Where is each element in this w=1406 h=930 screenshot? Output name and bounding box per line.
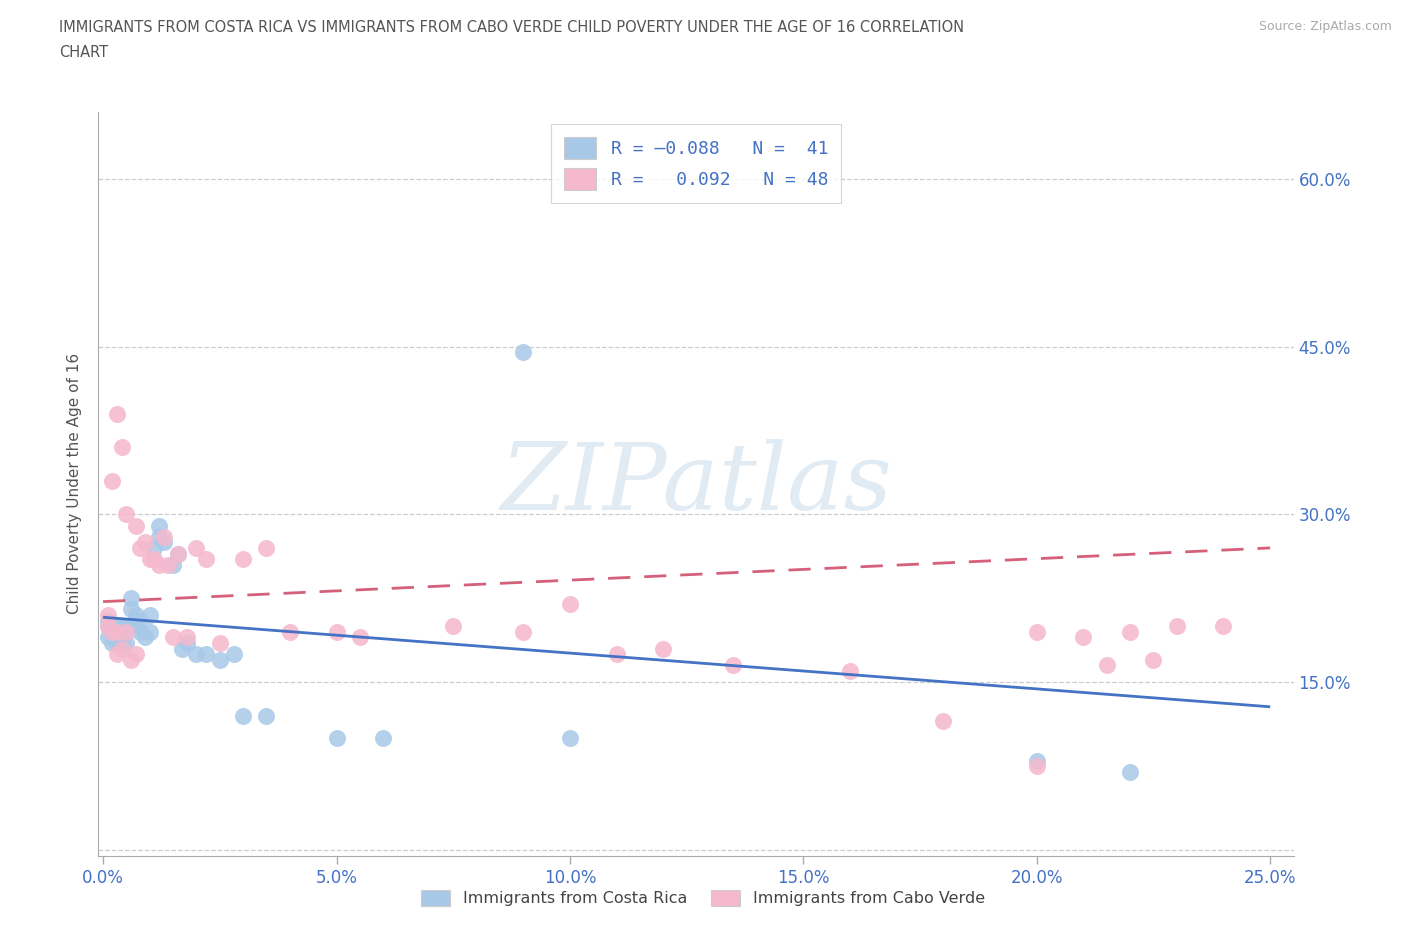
Point (558, 596, 581, 611)
Point (105, 646, 128, 661)
Text: ZIPatlas: ZIPatlas (501, 439, 891, 528)
Point (839, 664, 862, 679)
Point (134, 535, 156, 550)
Point (1119, 764, 1142, 779)
Point (139, 551, 162, 566)
Point (97, 618, 120, 633)
Point (101, 618, 124, 633)
Point (97, 630, 120, 644)
Point (208, 652, 231, 667)
Point (1025, 624, 1047, 639)
Point (176, 630, 198, 644)
Point (139, 624, 162, 639)
Point (162, 630, 184, 644)
Point (1095, 658, 1118, 672)
Point (1212, 618, 1234, 633)
Point (186, 646, 208, 661)
Point (558, 731, 581, 746)
Point (512, 624, 534, 639)
Point (176, 635, 198, 650)
Point (157, 557, 180, 572)
Y-axis label: Child Poverty Under the Age of 16: Child Poverty Under the Age of 16 (67, 353, 83, 614)
Point (166, 546, 188, 561)
Point (349, 630, 371, 644)
Point (101, 635, 124, 650)
Point (111, 618, 134, 633)
Point (125, 607, 148, 622)
Point (512, 345, 534, 360)
Text: Source: ZipAtlas.com: Source: ZipAtlas.com (1258, 20, 1392, 33)
Point (1166, 618, 1188, 633)
Point (325, 624, 347, 639)
Point (143, 540, 166, 555)
Point (373, 731, 395, 746)
Point (143, 551, 166, 566)
Point (232, 709, 254, 724)
Point (97, 607, 120, 622)
Text: IMMIGRANTS FROM COSTA RICA VS IMMIGRANTS FROM CABO VERDE CHILD POVERTY UNDER THE: IMMIGRANTS FROM COSTA RICA VS IMMIGRANTS… (59, 20, 965, 35)
Point (1025, 759, 1047, 774)
Point (222, 646, 245, 661)
Point (125, 618, 148, 633)
Point (172, 641, 194, 656)
Point (152, 535, 174, 550)
Point (111, 641, 134, 656)
Point (105, 635, 128, 650)
Point (652, 641, 675, 656)
Point (139, 607, 162, 622)
Point (256, 709, 278, 724)
Legend: R = –0.088   N =  41, R =   0.092   N = 48: R = –0.088 N = 41, R = 0.092 N = 48 (551, 125, 841, 203)
Point (1025, 753, 1047, 768)
Point (148, 529, 170, 544)
Point (148, 557, 170, 572)
Point (441, 618, 464, 633)
Point (115, 624, 138, 639)
Point (152, 529, 174, 544)
Point (105, 624, 128, 639)
Point (134, 630, 156, 644)
Point (232, 551, 254, 566)
Point (120, 652, 142, 667)
Point (101, 473, 124, 488)
Point (125, 646, 148, 661)
Point (105, 406, 128, 421)
Point (606, 646, 628, 661)
Point (1142, 652, 1164, 667)
Point (115, 618, 138, 633)
Point (148, 518, 170, 533)
Point (723, 658, 745, 672)
Point (208, 635, 231, 650)
Point (115, 507, 138, 522)
Point (111, 635, 134, 650)
Point (97, 613, 120, 628)
Point (115, 635, 138, 650)
Point (111, 440, 134, 455)
Point (101, 624, 124, 639)
Point (194, 551, 217, 566)
Point (1119, 624, 1142, 639)
Text: CHART: CHART (59, 45, 108, 60)
Point (325, 731, 347, 746)
Point (1073, 630, 1095, 644)
Point (186, 540, 208, 555)
Point (129, 624, 152, 639)
Point (129, 613, 152, 628)
Point (120, 618, 142, 633)
Point (125, 518, 148, 533)
Point (120, 591, 142, 605)
Point (932, 714, 955, 729)
Point (194, 646, 217, 661)
Point (278, 624, 301, 639)
Point (256, 540, 278, 555)
Point (162, 557, 184, 572)
Point (120, 602, 142, 617)
Point (166, 546, 188, 561)
Point (97, 618, 120, 633)
Point (129, 540, 152, 555)
Point (105, 618, 128, 633)
Legend: Immigrants from Costa Rica, Immigrants from Cabo Verde: Immigrants from Costa Rica, Immigrants f… (415, 884, 991, 912)
